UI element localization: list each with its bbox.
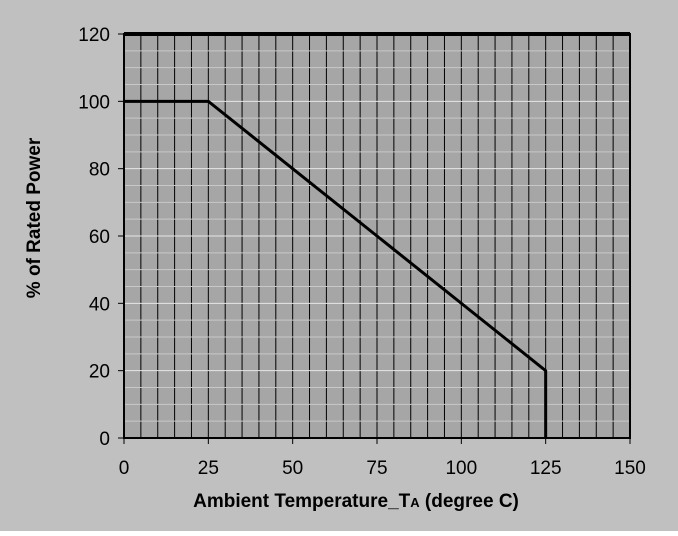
y-tick-label: 40 bbox=[89, 294, 110, 315]
x-axis-title-subscript: A bbox=[410, 495, 420, 510]
y-tick-label: 100 bbox=[78, 92, 110, 113]
tick-marks bbox=[118, 32, 631, 444]
x-tick-label: 25 bbox=[198, 458, 219, 479]
x-tick-label: 75 bbox=[366, 458, 387, 479]
y-tick-label: 60 bbox=[89, 227, 110, 248]
y-tick-labels: 0 20 40 60 80 100 120 bbox=[78, 25, 110, 450]
y-tick-label: 0 bbox=[99, 429, 110, 450]
x-axis-title-suffix: (degree C) bbox=[420, 491, 519, 512]
y-tick-label: 20 bbox=[89, 362, 110, 383]
x-tick-label: 100 bbox=[445, 458, 477, 479]
x-tick-labels: 0 25 50 75 100 125 150 bbox=[119, 458, 646, 479]
x-axis-title-main: Ambient Temperature_T bbox=[193, 491, 411, 512]
y-tick-label: 120 bbox=[78, 25, 110, 46]
x-tick-label: 0 bbox=[119, 458, 130, 479]
x-tick-label: 50 bbox=[282, 458, 303, 479]
y-tick-label: 80 bbox=[89, 160, 110, 181]
series-line-derating-curve bbox=[124, 99, 548, 438]
x-axis-title: Ambient Temperature_TA (degree C) bbox=[193, 491, 519, 512]
x-tick-label: 125 bbox=[530, 458, 562, 479]
x-tick-label: 150 bbox=[614, 458, 646, 479]
y-axis-title: % of Rated Power bbox=[24, 137, 45, 298]
series-group bbox=[124, 99, 548, 438]
